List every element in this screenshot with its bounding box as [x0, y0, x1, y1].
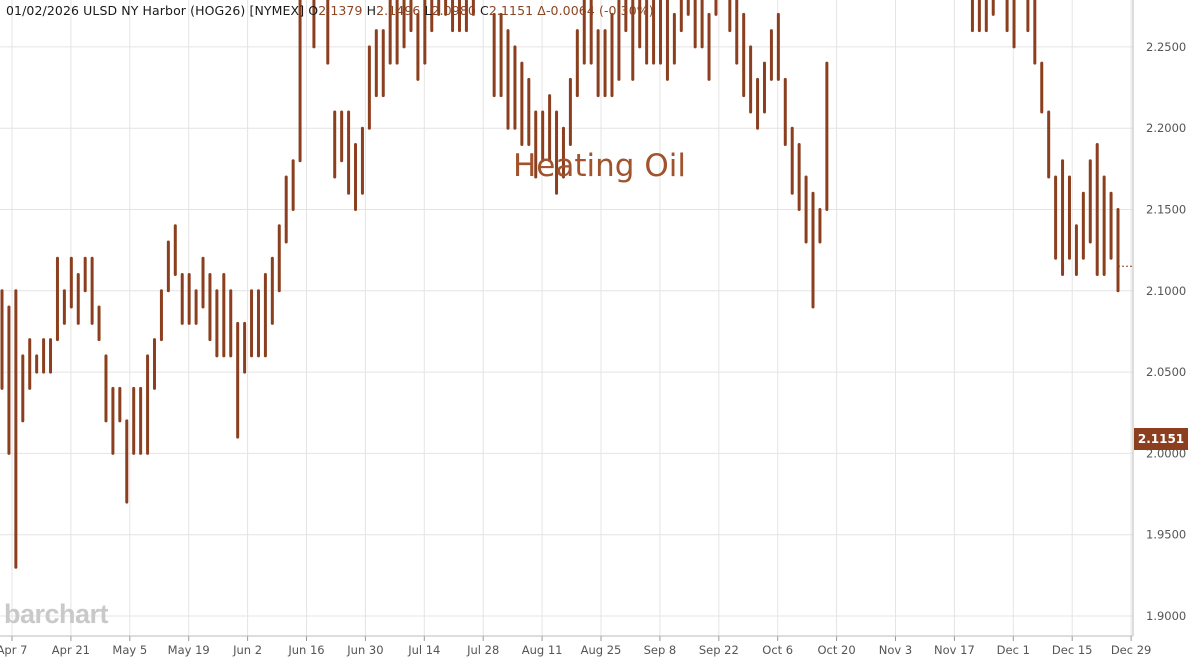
y-tick-label: 2.0500 — [1146, 365, 1186, 379]
x-tick-label: Oct 20 — [818, 643, 856, 657]
x-tick-label: Apr 21 — [52, 643, 90, 657]
last-price-tag: 2.1151 — [1134, 428, 1188, 450]
x-tick-label: Dec 1 — [997, 643, 1030, 657]
y-tick-label: 2.1500 — [1146, 203, 1186, 217]
change-value: Δ-0.0064 (-0.30%) — [537, 3, 654, 18]
close-label: C — [480, 3, 489, 18]
low-label: L — [424, 3, 432, 18]
chart-title: Heating Oil — [513, 148, 686, 184]
x-tick-label: Aug 11 — [522, 643, 563, 657]
x-tick-label: Sep 22 — [699, 643, 739, 657]
x-tick-label: Apr 7 — [0, 643, 27, 657]
x-tick-label: Sep 8 — [644, 643, 677, 657]
x-tick-label: Nov 17 — [934, 643, 975, 657]
x-tick-label: Nov 3 — [879, 643, 912, 657]
x-tick-label: Dec 15 — [1052, 643, 1093, 657]
x-tick-label: May 5 — [112, 643, 147, 657]
high-value: 2.1496 — [376, 3, 421, 18]
x-tick-label: Aug 25 — [581, 643, 622, 657]
y-tick-label: 2.2000 — [1146, 121, 1186, 135]
y-tick-label: 1.9500 — [1146, 528, 1186, 542]
quote-header: 01/02/2026 ULSD NY Harbor (HOG26) [NYMEX… — [6, 3, 654, 18]
barchart-logo: barchart — [4, 599, 109, 629]
open-label: O — [308, 3, 319, 18]
y-tick-label: 2.2500 — [1146, 40, 1186, 54]
low-value: 2.0980 — [431, 3, 476, 18]
x-tick-label: Jun 30 — [346, 643, 383, 657]
quote-date: 01/02/2026 — [6, 3, 80, 18]
x-tick-label: Dec 29 — [1111, 643, 1152, 657]
x-tick-label: Oct 6 — [762, 643, 793, 657]
x-tick-label: Jul 14 — [407, 643, 440, 657]
y-tick-label: 2.1000 — [1146, 284, 1186, 298]
open-value: 2.1379 — [318, 3, 363, 18]
x-tick-label: Jun 16 — [287, 643, 324, 657]
y-tick-label: 1.9000 — [1146, 609, 1186, 623]
x-tick-label: Jun 2 — [232, 643, 262, 657]
x-tick-label: May 19 — [168, 643, 210, 657]
quote-symbol: ULSD NY Harbor (HOG26) [NYMEX] — [83, 3, 305, 18]
x-tick-label: Jul 28 — [466, 643, 499, 657]
close-value: 2.1151 — [488, 3, 534, 18]
high-label: H — [366, 3, 377, 18]
